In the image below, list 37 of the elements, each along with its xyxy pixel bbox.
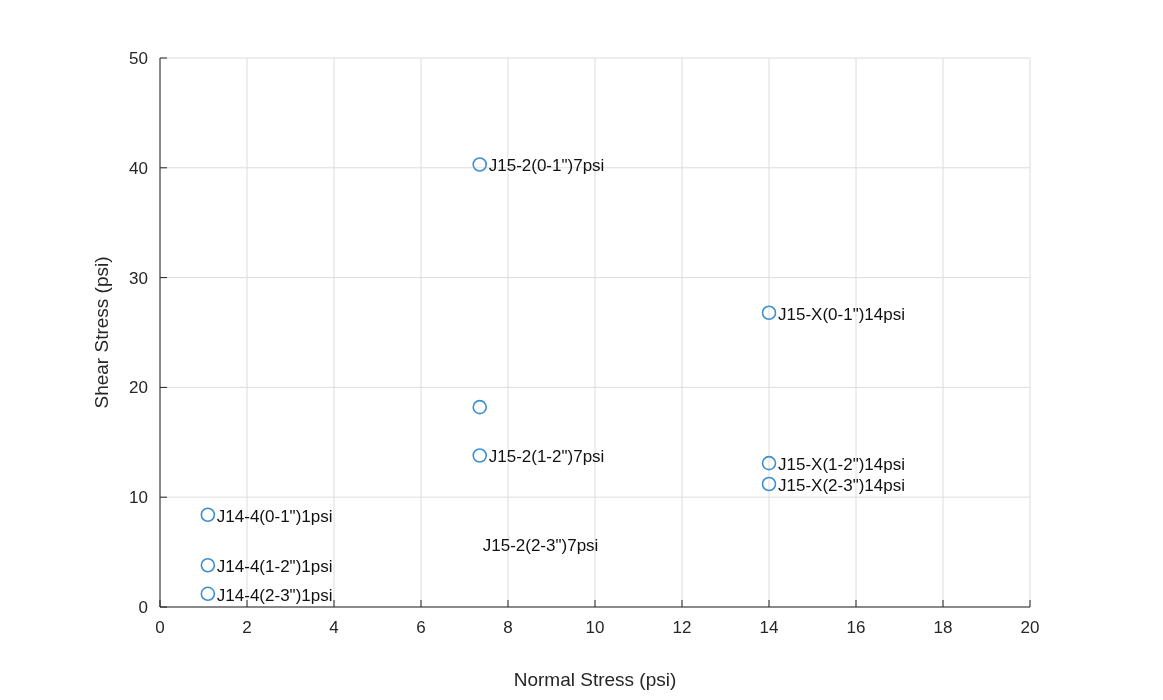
point [761,476,777,492]
annotation: J15-X(1-2")14psi [778,454,905,474]
annotation: J14-4(2-3")1psi [216,585,333,605]
y-axis-title: Shear Stress (psi) [91,256,112,409]
x-tick-label: 10 [585,618,605,637]
annotation: J14-4(1-2")1psi [216,557,333,577]
annotation: J15-2(2-3")7psi [482,536,599,556]
x-tick-label: 12 [672,618,692,637]
x-tick-label: 16 [846,618,866,637]
point [200,586,216,602]
x-tick-label: 20 [1020,618,1040,637]
annotation: J14-4(0-1")1psi [216,506,333,526]
y-tick-label: 50 [129,48,148,68]
x-tick-label: 2 [242,618,252,637]
y-tick-label: 0 [138,597,148,617]
point [472,448,488,463]
y-tick-label: 10 [129,488,148,508]
point [472,157,488,172]
x-tick-label: 4 [329,618,339,637]
x-axis-title: Normal Stress (psi) [513,669,677,690]
point [472,399,488,415]
y-tick-label: 30 [129,268,148,288]
x-tick-label: 0 [155,618,165,637]
x-tick-label: 8 [503,618,513,637]
annotation: J15-2(0-1")7psi [488,156,605,176]
x-tick-label: 18 [933,618,953,637]
point [200,507,216,523]
point [761,305,777,321]
annotation: J15-X(0-1")14psi [778,304,905,324]
x-tick-label: 6 [416,618,426,637]
point [200,557,216,573]
y-tick-label: 40 [129,158,148,178]
y-tick-label: 20 [129,378,148,398]
point [761,455,777,471]
annotation: J15-2(1-2")7psi [488,447,605,467]
x-tick-label: 14 [759,618,779,637]
annotation: J15-X(2-3")14psi [778,475,905,495]
